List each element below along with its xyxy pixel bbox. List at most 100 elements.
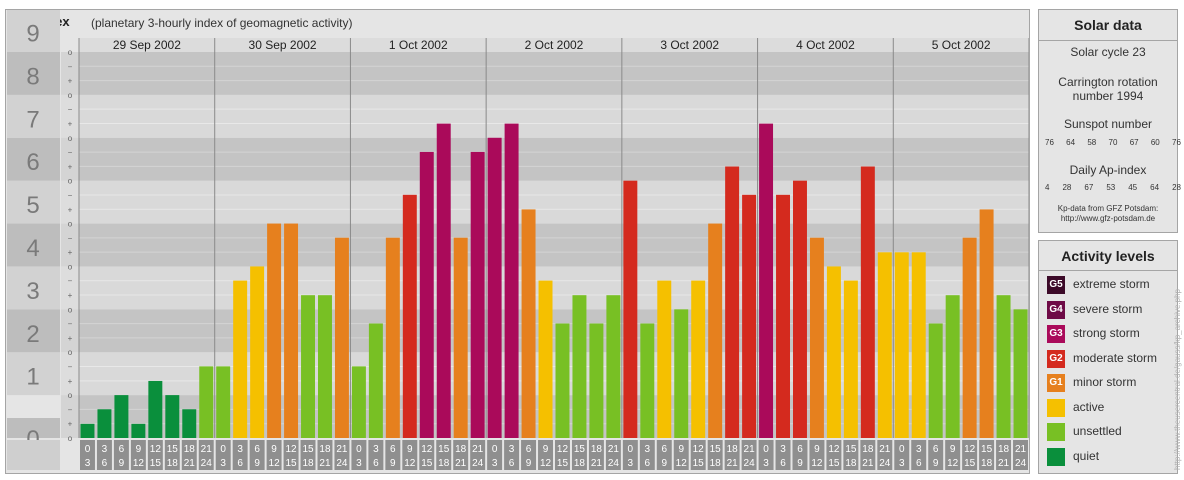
- interval-cell: [1013, 440, 1028, 470]
- interval-start-label: 3: [373, 444, 379, 455]
- interval-start-label: 0: [763, 444, 769, 455]
- interval-start-label: 21: [744, 444, 756, 455]
- y-label-band: [7, 352, 60, 396]
- interval-cell: [979, 440, 995, 470]
- interval-start-label: 18: [455, 444, 467, 455]
- legend-swatch: G1: [1047, 374, 1065, 392]
- interval-start-label: 9: [678, 444, 684, 455]
- interval-end-label: 21: [184, 458, 196, 469]
- kp-bar: [131, 423, 146, 438]
- interval-end-label: 9: [254, 458, 260, 469]
- interval-start-label: 12: [557, 444, 569, 455]
- interval-cell: [351, 440, 367, 470]
- interval-cell: [996, 440, 1012, 470]
- interval-start-label: 9: [407, 444, 413, 455]
- y-label-band: [7, 94, 60, 138]
- interval-end-label: 15: [557, 458, 569, 469]
- interval-end-label: 15: [828, 458, 840, 469]
- chart-subtitle: (planetary 3-hourly index of geomagnetic…: [91, 16, 353, 30]
- solar-data-panel: Solar data Solar cycle 23 Carrington rot…: [1038, 9, 1181, 233]
- kp-bar: [572, 295, 587, 438]
- interval-cell: [113, 440, 129, 470]
- legend-label: quiet: [1073, 448, 1100, 463]
- kp-bar: [368, 323, 383, 438]
- interval-end-label: 12: [540, 458, 552, 469]
- interval-start-label: 21: [1015, 444, 1027, 455]
- interval-end-label: 9: [526, 458, 532, 469]
- interval-start-label: 21: [472, 444, 484, 455]
- day-label: 2 Oct 2002: [525, 38, 584, 52]
- interval-start-label: 9: [950, 444, 956, 455]
- interval-cell: [826, 440, 842, 470]
- interval-end-label: 24: [744, 458, 756, 469]
- interval-end-label: 15: [285, 458, 297, 469]
- legend-swatch: G5: [1047, 276, 1065, 294]
- kp-bar: [657, 280, 672, 438]
- y-tick-label: 9: [26, 21, 39, 48]
- ap-value: 4: [1045, 183, 1050, 192]
- kp-band: [61, 52, 1029, 95]
- interval-start-label: 3: [916, 444, 922, 455]
- interval-cell: [232, 440, 248, 470]
- divider: [1039, 270, 1177, 271]
- interval-cell: [928, 440, 944, 470]
- minor-tick-mark: −: [68, 62, 73, 71]
- interval-start-label: 12: [150, 444, 162, 455]
- interval-start-label: 0: [628, 444, 634, 455]
- minor-tick-mark: o: [68, 91, 73, 100]
- minor-tick-mark: +: [68, 77, 73, 86]
- interval-end-label: 18: [981, 458, 993, 469]
- interval-end-label: 12: [947, 458, 959, 469]
- kp-bar: [334, 237, 349, 438]
- y-label-band: [7, 266, 60, 310]
- kp-bar: [674, 309, 689, 438]
- interval-start-label: 9: [814, 444, 820, 455]
- minor-tick-mark: +: [68, 248, 73, 257]
- sunspot-value: 76: [1045, 138, 1054, 147]
- interval-cell: [741, 440, 757, 470]
- activity-legend-panel: Activity levels G5 extreme storm G4 severe …: [1038, 240, 1178, 474]
- interval-start-label: 6: [390, 444, 396, 455]
- day-label: 3 Oct 2002: [660, 38, 719, 52]
- y-label-band: [7, 180, 60, 224]
- interval-cell: [249, 440, 265, 470]
- watermark: http://www.theusercentral.de/gauss/kp_ar…: [1173, 270, 1183, 470]
- interval-end-label: 18: [710, 458, 722, 469]
- interval-end-label: 18: [438, 458, 450, 469]
- kp-bar: [793, 180, 807, 438]
- interval-cell: [419, 440, 435, 470]
- kp-bar: [742, 194, 757, 438]
- y-label-band: [7, 418, 60, 438]
- interval-cell: [775, 440, 791, 470]
- sunspot-values: 76 64 58 70 67 60 76: [1045, 138, 1181, 147]
- interval-cell: [877, 440, 893, 470]
- interval-cell: [622, 440, 638, 470]
- interval-start-label: 15: [845, 444, 857, 455]
- interval-cell: [453, 440, 469, 470]
- sunspot-value: 76: [1172, 138, 1181, 147]
- legend-item-severe-storm: G4 severe storm: [1047, 300, 1184, 320]
- interval-start-label: 18: [998, 444, 1010, 455]
- y-tick-label: 5: [26, 192, 39, 219]
- legend-swatch: G2: [1047, 349, 1065, 368]
- interval-start-label: 3: [780, 444, 786, 455]
- kp-bar: [267, 223, 282, 438]
- interval-end-label: 12: [811, 458, 823, 469]
- interval-cell: [181, 440, 197, 470]
- interval-start-label: 3: [237, 444, 243, 455]
- legend-label: extreme storm: [1073, 277, 1150, 291]
- sunspot-value: 60: [1150, 138, 1160, 147]
- interval-cell: [792, 440, 808, 470]
- kp-bar: [860, 166, 875, 438]
- interval-cell: [130, 440, 146, 470]
- interval-end-label: 18: [167, 458, 179, 469]
- interval-cell: [198, 440, 214, 470]
- interval-end-label: 6: [237, 458, 243, 469]
- day-label: 1 Oct 2002: [389, 38, 448, 52]
- kp-bar: [114, 395, 129, 438]
- kp-bar: [606, 295, 621, 438]
- interval-start-label: 15: [438, 444, 450, 455]
- interval-start-label: 21: [336, 444, 348, 455]
- interval-cell: [402, 440, 418, 470]
- y-label-band: [7, 223, 60, 267]
